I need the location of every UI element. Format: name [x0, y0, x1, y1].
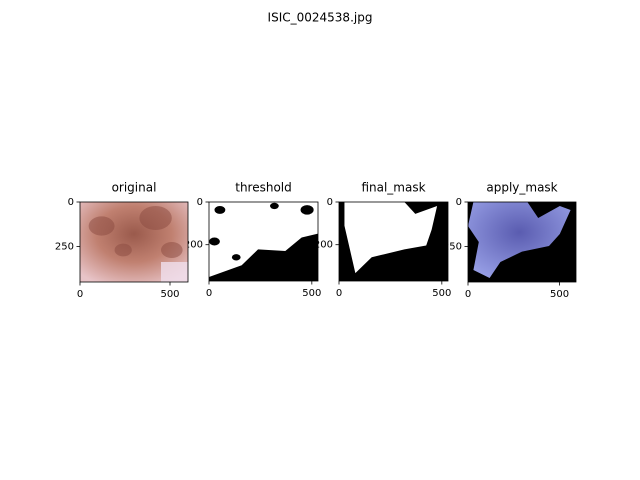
image-spot	[139, 206, 172, 230]
x-tick-label: 0	[77, 289, 83, 300]
panel-title: original	[112, 181, 157, 195]
x-tick-label: 0	[206, 288, 212, 299]
image-blob	[209, 233, 318, 281]
x-tick-label: 0	[465, 289, 471, 300]
panel-image	[209, 202, 318, 281]
x-tick-label: 500	[550, 289, 569, 300]
x-tick-label: 500	[160, 289, 179, 300]
y-tick-label: 200	[184, 240, 203, 251]
y-tick-label: 250	[443, 241, 462, 252]
image-blob	[344, 202, 438, 274]
x-tick-label: 500	[432, 288, 451, 299]
image-spot	[300, 205, 314, 215]
panel-image	[339, 202, 448, 281]
axes-frame	[208, 201, 319, 282]
image-spot	[114, 243, 132, 257]
y-tick-label: 250	[55, 241, 74, 252]
image-spot	[209, 237, 220, 246]
image-spot	[161, 242, 183, 258]
image-spot	[88, 216, 115, 236]
y-tick-label: 0	[68, 197, 74, 208]
panel-title: apply_mask	[486, 181, 557, 195]
image-blob	[468, 202, 571, 278]
axes-frame	[467, 201, 577, 283]
panel-image	[80, 202, 188, 282]
y-tick-label: 0	[197, 197, 203, 208]
y-tick-label: 200	[314, 240, 333, 251]
axes-frame	[79, 201, 189, 283]
x-tick-label: 0	[336, 288, 342, 299]
axes-frame	[338, 201, 449, 282]
image-corner	[161, 262, 188, 282]
x-tick-label: 500	[302, 288, 321, 299]
image-spot	[270, 202, 279, 210]
image-spot	[231, 254, 241, 261]
panel-title: threshold	[235, 181, 292, 195]
y-tick-label: 0	[456, 197, 462, 208]
panel-image	[468, 202, 576, 282]
y-tick-label: 0	[327, 197, 333, 208]
figure-title: ISIC_0024538.jpg	[268, 11, 373, 25]
panel-title: final_mask	[361, 181, 425, 195]
image-spot	[214, 205, 226, 214]
